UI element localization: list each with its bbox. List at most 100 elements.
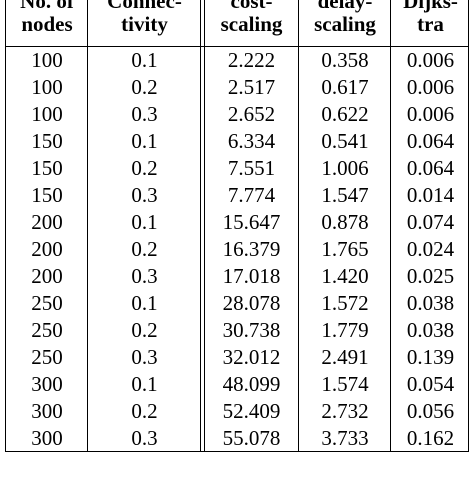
header-line: scaling <box>220 12 283 36</box>
cell-connectivity: 0.2 <box>131 318 158 342</box>
cell-cost-scaling: 2.222 <box>227 48 276 72</box>
cell-delay-scaling: 0.617 <box>321 75 369 99</box>
cell-dijkstra: 0.074 <box>406 210 455 234</box>
header-line: tivity <box>121 12 168 36</box>
cell-nodes: 300 <box>31 372 63 396</box>
cell-cost-scaling: 32.012 <box>222 345 281 369</box>
table-row: 250 0.2 30.738 1.779 0.038 <box>6 317 468 344</box>
results-table: No. of nodes Connec- tivity cost- scalin… <box>5 0 469 452</box>
header-line: cost- <box>230 0 273 13</box>
cell-cost-scaling: 15.647 <box>222 210 281 234</box>
cell-cost-scaling: 2.652 <box>227 102 276 126</box>
cell-dijkstra: 0.056 <box>406 399 455 423</box>
cell-delay-scaling: 0.541 <box>321 129 369 153</box>
table-row: 100 0.2 2.517 0.617 0.006 <box>6 74 468 101</box>
cell-delay-scaling: 1.547 <box>321 183 369 207</box>
column-separator <box>87 0 88 451</box>
header-nodes: No. of nodes <box>6 0 88 36</box>
cell-dijkstra: 0.025 <box>406 264 455 288</box>
column-separator <box>298 0 299 451</box>
cell-connectivity: 0.3 <box>131 345 158 369</box>
cell-cost-scaling: 30.738 <box>222 318 281 342</box>
cell-cost-scaling: 28.078 <box>222 291 281 315</box>
cell-cost-scaling: 48.099 <box>222 372 281 396</box>
table-row: 300 0.1 48.099 1.574 0.054 <box>6 371 468 398</box>
table-row: 200 0.1 15.647 0.878 0.074 <box>6 209 468 236</box>
cell-delay-scaling: 1.420 <box>321 264 369 288</box>
table-row: 150 0.3 7.774 1.547 0.014 <box>6 182 468 209</box>
cell-nodes: 100 <box>31 102 63 126</box>
cell-connectivity: 0.1 <box>131 129 158 153</box>
cell-delay-scaling: 0.358 <box>321 48 369 72</box>
cell-dijkstra: 0.024 <box>406 237 455 261</box>
cell-dijkstra: 0.006 <box>406 48 455 72</box>
header-line: delay- <box>317 0 373 13</box>
cell-dijkstra: 0.064 <box>406 129 455 153</box>
header-delay-scaling: delay- scaling <box>299 0 391 36</box>
table-row: 300 0.3 55.078 3.733 0.162 <box>6 425 468 452</box>
cell-nodes: 200 <box>31 237 63 261</box>
table-row: 150 0.1 6.334 0.541 0.064 <box>6 128 468 155</box>
column-separator <box>390 0 391 451</box>
cell-cost-scaling: 17.018 <box>222 264 281 288</box>
cell-connectivity: 0.3 <box>131 426 158 450</box>
header-cost-scaling: cost- scaling <box>204 0 299 36</box>
cell-dijkstra: 0.038 <box>406 291 455 315</box>
header-connectivity: Connec- tivity <box>88 0 201 36</box>
header-line: scaling <box>314 12 376 36</box>
cell-cost-scaling: 2.517 <box>227 75 276 99</box>
cell-delay-scaling: 1.006 <box>321 156 369 180</box>
header-line: Connec- <box>107 0 182 13</box>
cell-nodes: 150 <box>31 183 63 207</box>
cell-cost-scaling: 55.078 <box>222 426 281 450</box>
cell-delay-scaling: 1.572 <box>321 291 369 315</box>
cell-nodes: 200 <box>31 264 63 288</box>
cell-nodes: 300 <box>31 426 63 450</box>
header-line: No. of <box>20 0 74 13</box>
cell-delay-scaling: 0.622 <box>321 102 369 126</box>
table-row: 250 0.3 32.012 2.491 0.139 <box>6 344 468 371</box>
cell-nodes: 250 <box>31 291 63 315</box>
cell-dijkstra: 0.038 <box>406 318 455 342</box>
cell-connectivity: 0.3 <box>131 264 158 288</box>
cell-connectivity: 0.1 <box>131 291 158 315</box>
cell-delay-scaling: 1.574 <box>321 372 369 396</box>
cell-delay-scaling: 2.732 <box>321 399 369 423</box>
header-line: nodes <box>21 12 73 36</box>
cell-nodes: 200 <box>31 210 63 234</box>
table-row: 200 0.3 17.018 1.420 0.025 <box>6 263 468 290</box>
cell-dijkstra: 0.064 <box>406 156 455 180</box>
table-row: 100 0.1 2.222 0.358 0.006 <box>6 47 468 74</box>
table-row: 300 0.2 52.409 2.732 0.056 <box>6 398 468 425</box>
cell-delay-scaling: 0.878 <box>321 210 369 234</box>
cell-connectivity: 0.1 <box>131 372 158 396</box>
header-line: tra <box>417 12 444 36</box>
cell-nodes: 100 <box>31 75 63 99</box>
table-row: 250 0.1 28.078 1.572 0.038 <box>6 290 468 317</box>
table-row: 200 0.2 16.379 1.765 0.024 <box>6 236 468 263</box>
cell-cost-scaling: 16.379 <box>222 237 281 261</box>
cell-dijkstra: 0.139 <box>406 345 455 369</box>
double-separator-left <box>200 0 201 451</box>
cell-delay-scaling: 1.765 <box>321 237 369 261</box>
cell-cost-scaling: 7.774 <box>227 183 276 207</box>
table-row: 100 0.3 2.652 0.622 0.006 <box>6 101 468 128</box>
cell-cost-scaling: 7.551 <box>227 156 276 180</box>
cell-delay-scaling: 2.491 <box>321 345 369 369</box>
cell-nodes: 250 <box>31 318 63 342</box>
cell-dijkstra: 0.006 <box>406 102 455 126</box>
cell-nodes: 300 <box>31 399 63 423</box>
header-dijkstra: Dijks- tra <box>391 0 470 36</box>
cell-connectivity: 0.1 <box>131 210 158 234</box>
cell-connectivity: 0.3 <box>131 183 158 207</box>
cell-delay-scaling: 1.779 <box>321 318 369 342</box>
cell-connectivity: 0.2 <box>131 399 158 423</box>
cell-nodes: 100 <box>31 48 63 72</box>
cell-connectivity: 0.2 <box>131 75 158 99</box>
cell-delay-scaling: 3.733 <box>321 426 369 450</box>
double-separator-right <box>204 0 205 451</box>
cell-dijkstra: 0.014 <box>406 183 455 207</box>
cell-nodes: 150 <box>31 156 63 180</box>
cell-nodes: 150 <box>31 129 63 153</box>
table-header: No. of nodes Connec- tivity cost- scalin… <box>6 0 468 47</box>
